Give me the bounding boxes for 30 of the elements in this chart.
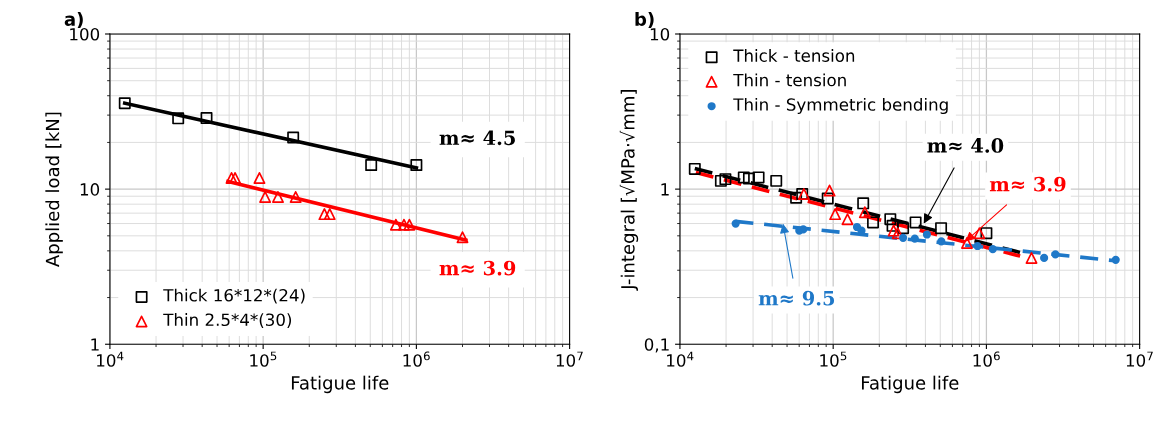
x-tick-label: 10$^{4}$ [667,351,694,367]
y-tick-label: 10 [80,183,100,196]
legend-label: Thick - tension [733,49,855,62]
chart-title: b) [635,11,654,29]
chart-title: a) [64,11,83,29]
x-tick-label: 10$^{7}$ [556,351,583,367]
legend-label: Thin - Symmetric bending [733,97,948,115]
y-tick-label: 100 [70,27,100,41]
annotation: m≈ 4.0 [927,138,1004,153]
x-axis-title: Fatigue life [291,375,389,394]
x-tick-label: 10$^{7}$ [1126,351,1153,367]
x-axis-title: Fatigue life [861,375,959,394]
y-tick-label: 1 [661,183,669,196]
x-tick-label: 10$^{6}$ [973,351,1000,367]
annotation: m≈ 9.5 [758,290,835,306]
y-axis-title: J-integral [√MPa·√mm] [619,90,639,291]
x-tick-label: 10$^{5}$ [250,351,277,367]
annotation: m≈ 4.5 [439,130,515,146]
y-axis-title: Applied load [kN] [45,112,63,267]
x-tick-label: 10$^{4}$ [97,351,124,367]
y-tick-label: 0,1 [644,338,669,353]
y-tick-label: 1 [91,338,99,351]
legend-label: Thick 16*12*(24) [163,288,305,304]
legend-label: Thin - tension [733,73,846,87]
legend-label: Thin 2.5*4*(30) [163,313,292,328]
x-tick-label: 10$^{6}$ [403,351,430,367]
x-tick-label: 10$^{5}$ [820,351,847,367]
annotation: m≈ 3.9 [989,176,1066,192]
annotation: m≈ 3.9 [439,260,516,276]
y-tick-label: 10 [650,27,670,41]
